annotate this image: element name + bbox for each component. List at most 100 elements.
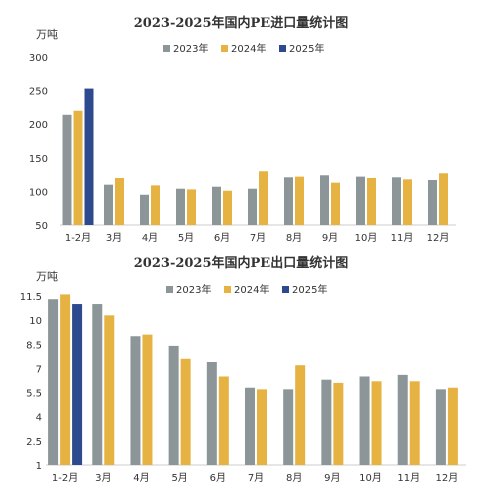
y-unit-export: 万吨 — [36, 270, 58, 283]
x-tick-label: 12月 — [427, 232, 450, 244]
x-tick-label: 11月 — [397, 472, 420, 484]
x-tick-label: 9月 — [322, 232, 338, 244]
y-tick-label: 300 — [29, 53, 48, 64]
bar-1-2 — [151, 185, 160, 225]
chart-title-export: 2023-2025年国内PE出口量统计图 — [133, 256, 349, 271]
legend-swatch-1 — [224, 286, 231, 293]
x-tick-label: 10月 — [355, 232, 378, 244]
x-tick-label: 6月 — [210, 472, 226, 484]
bar-0-7 — [320, 175, 329, 225]
y-tick-label: 8.5 — [26, 340, 42, 351]
x-tick-label: 8月 — [286, 472, 302, 484]
bar-0-5 — [245, 387, 255, 465]
x-tick-label: 5月 — [171, 472, 187, 484]
bar-1-0 — [73, 110, 83, 225]
bar-1-8 — [371, 381, 382, 465]
bar-0-1 — [92, 304, 103, 465]
chart-title-import: 2023-2025年国内PE进口量统计图 — [133, 16, 349, 31]
bar-1-3 — [180, 358, 191, 465]
legend-label-0: 2023年 — [173, 42, 208, 55]
bar-1-1 — [115, 177, 124, 225]
bar-1-3 — [187, 189, 196, 225]
bar-1-4 — [223, 190, 232, 225]
x-tick-label: 1-2月 — [65, 232, 91, 244]
bar-1-7 — [333, 382, 344, 465]
x-tick-label: 4月 — [142, 232, 158, 244]
x-tick-label: 9月 — [324, 472, 340, 484]
y-tick-label: 2.5 — [26, 437, 42, 448]
y-tick-label: 100 — [29, 187, 48, 198]
bar-0-5 — [248, 188, 257, 225]
bar-0-3 — [176, 188, 185, 225]
bar-0-10 — [435, 389, 446, 465]
bar-0-9 — [392, 177, 401, 225]
x-tick-label: 12月 — [436, 472, 459, 484]
bar-0-9 — [397, 374, 408, 465]
bar-0-0 — [62, 114, 72, 225]
bar-1-8 — [367, 177, 376, 225]
bar-0-6 — [284, 177, 293, 225]
x-tick-label: 5月 — [178, 232, 194, 244]
bar-1-9 — [409, 381, 420, 465]
x-tick-label: 7月 — [248, 472, 264, 484]
bar-1-6 — [295, 365, 306, 465]
legend-label-0: 2023年 — [176, 283, 211, 296]
x-tick-label: 8月 — [286, 232, 302, 244]
y-tick-label: 10 — [29, 316, 42, 327]
y-tick-label: 11.5 — [20, 292, 42, 303]
legend-swatch-0 — [166, 286, 173, 293]
legend-swatch-2 — [282, 286, 289, 293]
legend-swatch-2 — [279, 45, 286, 52]
bar-0-4 — [206, 361, 217, 465]
bar-0-4 — [212, 186, 221, 225]
y-tick-label: 4 — [36, 413, 42, 424]
bar-1-9 — [403, 179, 412, 225]
x-tick-label: 11月 — [391, 232, 414, 244]
bar-1-7 — [331, 182, 340, 225]
x-tick-label: 4月 — [133, 472, 149, 484]
bar-0-7 — [321, 379, 332, 465]
y-tick-label: 200 — [29, 120, 48, 131]
bar-0-3 — [168, 345, 179, 465]
bar-2-0 — [72, 304, 83, 465]
bar-0-10 — [428, 179, 437, 225]
bar-1-5 — [259, 171, 268, 225]
legend-label-2: 2025年 — [289, 42, 324, 55]
bar-0-6 — [283, 389, 294, 465]
bar-0-8 — [359, 376, 370, 465]
x-tick-label: 6月 — [214, 232, 230, 244]
bar-1-5 — [257, 389, 267, 465]
x-tick-label: 10月 — [359, 472, 382, 484]
legend-label-1: 2024年 — [234, 283, 269, 296]
bar-1-10 — [439, 173, 448, 225]
legend-swatch-1 — [221, 45, 228, 52]
bar-1-6 — [295, 176, 304, 225]
legend-label-2: 2025年 — [292, 283, 327, 296]
legend-label-1: 2024年 — [231, 42, 266, 55]
x-tick-label: 3月 — [95, 472, 111, 484]
bar-0-8 — [356, 176, 365, 225]
bar-0-1 — [104, 184, 113, 225]
y-tick-label: 250 — [29, 87, 48, 98]
bar-2-0 — [84, 88, 94, 225]
legend-swatch-0 — [163, 45, 170, 52]
bar-1-2 — [142, 334, 153, 465]
bar-1-1 — [104, 315, 115, 465]
bar-1-4 — [218, 376, 229, 465]
bar-0-2 — [130, 336, 141, 465]
y-tick-label: 150 — [29, 154, 48, 165]
y-unit-import: 万吨 — [36, 28, 58, 41]
bar-0-2 — [140, 194, 149, 225]
x-tick-label: 3月 — [106, 232, 122, 244]
bar-1-10 — [447, 387, 458, 465]
y-tick-label: 5.5 — [26, 389, 42, 400]
y-tick-label: 7 — [36, 364, 42, 375]
y-tick-label: 50 — [35, 221, 48, 232]
x-tick-label: 1-2月 — [52, 472, 78, 484]
bar-0-0 — [48, 299, 59, 465]
x-tick-label: 7月 — [250, 232, 266, 244]
y-tick-label: 1 — [36, 461, 42, 472]
